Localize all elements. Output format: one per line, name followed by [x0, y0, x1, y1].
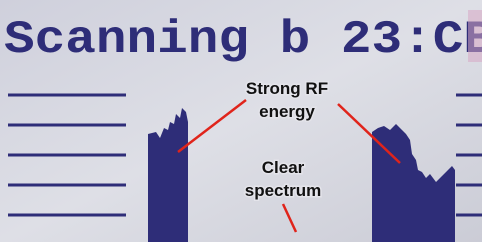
annotation-line: Strong RF: [246, 79, 328, 98]
screen-title: Scanning b 23:CB: [4, 14, 482, 66]
annotation-line: spectrum: [245, 181, 322, 200]
annotation-line: energy: [259, 102, 315, 121]
glare: [468, 10, 482, 62]
screen-photo: Scanning b 23:CB Strong RF energy Clear …: [0, 0, 482, 242]
annotation-line: Clear: [262, 158, 305, 177]
